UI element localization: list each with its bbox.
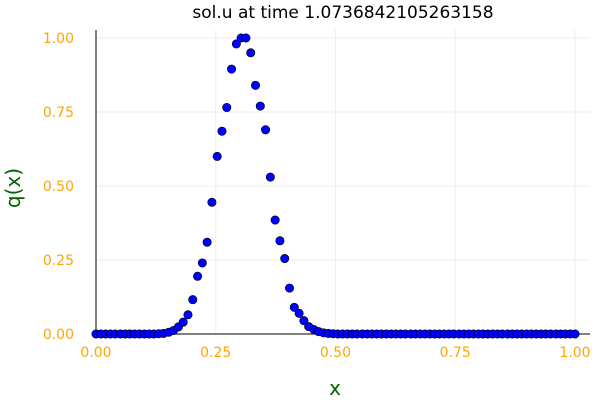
y-axis-label: q(x) — [1, 168, 25, 208]
data-point — [265, 172, 275, 182]
data-point — [207, 197, 217, 207]
data-point — [251, 80, 261, 90]
data-point — [255, 101, 265, 111]
x-axis-label: x — [329, 376, 341, 400]
data-point — [183, 310, 193, 320]
x-tick-label: 0.50 — [320, 345, 351, 361]
data-point — [217, 126, 227, 136]
data-point — [193, 271, 203, 281]
y-tick-label: 1.00 — [43, 31, 74, 47]
data-point — [289, 302, 299, 312]
data-point — [188, 295, 198, 305]
y-tick-label: 0.75 — [43, 105, 74, 121]
data-points — [91, 33, 580, 339]
data-point — [294, 308, 304, 318]
data-point — [285, 283, 295, 293]
data-point — [227, 64, 237, 74]
data-point — [202, 237, 212, 247]
x-tick-label: 0.75 — [440, 345, 471, 361]
data-point — [178, 317, 188, 327]
data-point — [241, 33, 251, 43]
data-point — [222, 103, 232, 113]
data-point — [275, 236, 285, 246]
chart-title: sol.u at time 1.0736842105263158 — [192, 3, 493, 23]
y-tick-label: 0.00 — [43, 327, 74, 343]
data-point — [570, 329, 580, 339]
y-tick-label: 0.50 — [43, 179, 74, 195]
y-tick-label: 0.25 — [43, 253, 74, 269]
x-tick-label: 0.00 — [80, 345, 111, 361]
data-point — [270, 215, 280, 225]
data-point — [197, 258, 207, 268]
data-point — [299, 316, 309, 326]
data-point — [280, 254, 290, 264]
data-point — [261, 125, 271, 135]
data-point — [231, 39, 241, 49]
x-tick-label: 1.00 — [559, 345, 590, 361]
data-point — [246, 48, 256, 58]
data-point — [212, 151, 222, 161]
x-tick-label: 0.25 — [200, 345, 231, 361]
tick-labels: 0.00 0.25 0.50 0.75 1.00 0.00 0.25 0.50 0.75 1.00 — [43, 31, 591, 361]
